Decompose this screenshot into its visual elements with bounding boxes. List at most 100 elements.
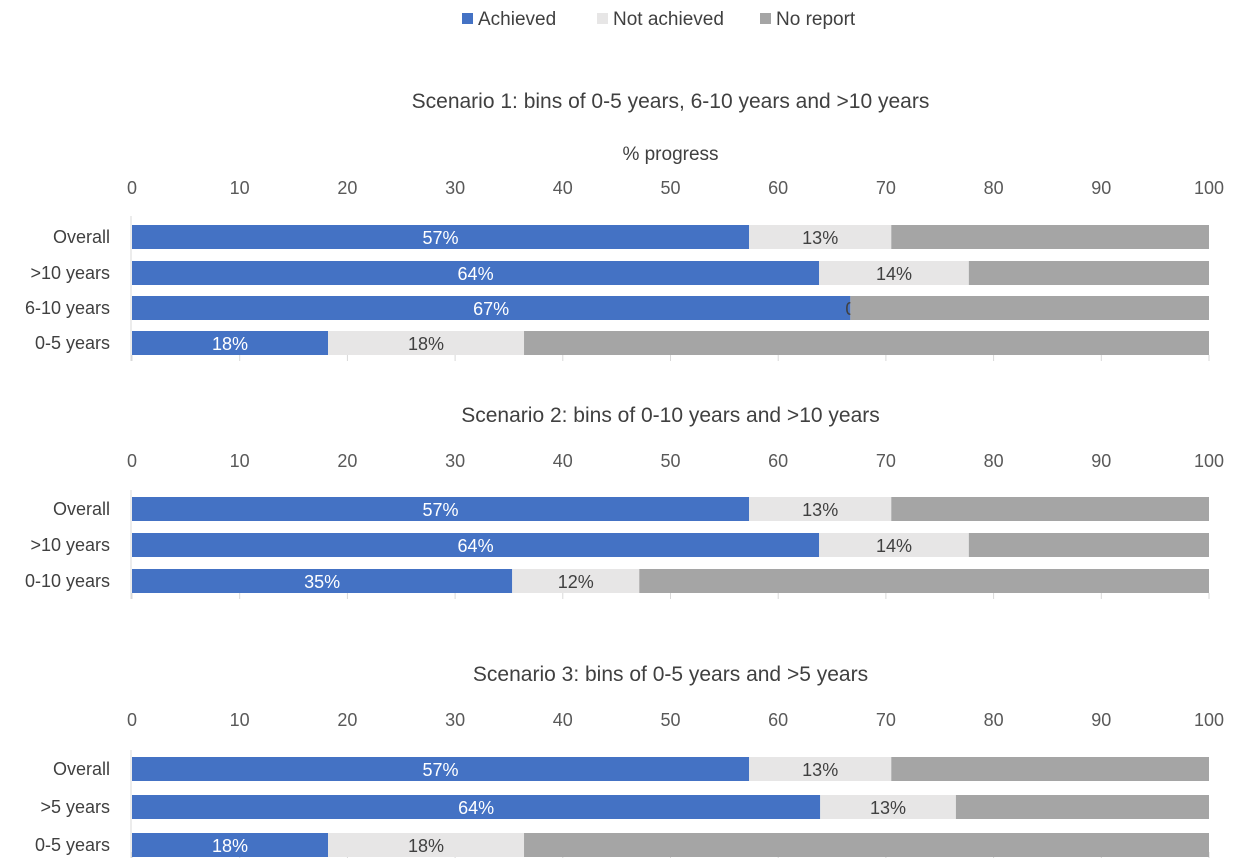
legend-label: Not achieved: [613, 9, 724, 30]
category-label: >5 years: [40, 797, 110, 817]
bar-segment-not-achieved: [749, 497, 892, 521]
bars: Overall 57% 13% >10 years 64% 14% 0-10 years 35…: [25, 497, 1209, 593]
bar-segment-not-achieved: [749, 225, 892, 249]
data-label: 13%: [870, 798, 906, 818]
category-label: 0-5 years: [35, 333, 110, 353]
legend-label: Achieved: [478, 9, 556, 30]
bar-segment-achieved: [132, 331, 329, 355]
bar-segment-achieved: [132, 225, 750, 249]
data-label: 64%: [458, 264, 494, 284]
x-tick-label: 100: [1194, 451, 1224, 471]
x-tick-label: 80: [984, 451, 1004, 471]
x-tick-label: 50: [660, 451, 680, 471]
chart-title: Scenario 1: bins of 0-5 years, 6-10 year…: [412, 90, 930, 113]
data-label: 13%: [802, 760, 838, 780]
x-tick-label: 80: [984, 710, 1004, 730]
legend-swatch: [462, 13, 473, 24]
bar-segment-achieved: [132, 757, 750, 781]
category-label: Overall: [53, 759, 110, 779]
legend-item-achieved: Achieved: [462, 9, 556, 30]
x-tick-label: 30: [445, 451, 465, 471]
chart-title: Scenario 3: bins of 0-5 years and >5 yea…: [473, 663, 868, 686]
x-tick-label: 40: [553, 451, 573, 471]
x-tick-label: 50: [660, 710, 680, 730]
x-tick-label: 70: [876, 451, 896, 471]
x-tick-label: 50: [660, 178, 680, 198]
x-axis-ticks: 0 10 20 30 40 50 60 70 80 90 100: [127, 178, 1224, 361]
data-label: 13%: [802, 228, 838, 248]
bar-row: Overall 57% 13%: [53, 225, 1209, 249]
data-label: 18%: [212, 836, 248, 856]
bar-segment-no-report: [968, 261, 1209, 285]
bar-row: Overall 57% 13%: [53, 757, 1209, 781]
x-tick-label: 40: [553, 710, 573, 730]
bar-segment-not-achieved: [820, 795, 956, 819]
bar-segment-achieved: [132, 261, 820, 285]
bar-row: >10 years 64% 14%: [30, 261, 1209, 285]
bars: Overall 57% 13% >10 years 64% 14% 6-10 years 67…: [25, 225, 1209, 355]
x-tick-label: 100: [1194, 710, 1224, 730]
legend-swatch: [597, 13, 608, 24]
data-label: 18%: [408, 334, 444, 354]
bar-segment-not-achieved: [819, 261, 969, 285]
x-tick-label: 10: [230, 710, 250, 730]
x-tick-label: 80: [984, 178, 1004, 198]
bar-segment-no-report: [639, 569, 1209, 593]
data-label: 18%: [408, 836, 444, 856]
bar-segment-achieved: [132, 795, 821, 819]
bar-segment-achieved: [132, 833, 329, 857]
x-tick-label: 70: [876, 178, 896, 198]
category-label: >10 years: [30, 263, 110, 283]
x-tick-label: 30: [445, 178, 465, 198]
x-tick-label: 70: [876, 710, 896, 730]
bars: Overall 57% 13% >5 years 64% 13% 0-5 years 18% 1…: [35, 757, 1209, 857]
x-tick-label: 60: [768, 178, 788, 198]
category-label: 0-5 years: [35, 835, 110, 855]
data-label: 13%: [802, 500, 838, 520]
legend-item-no-report: No report: [760, 9, 856, 30]
bar-segment-no-report: [891, 757, 1209, 781]
bar-segment-achieved: [132, 497, 750, 521]
legend-label: No report: [776, 9, 856, 30]
bar-segment-no-report: [524, 331, 1209, 355]
category-label: 0-10 years: [25, 571, 110, 591]
bar-segment-achieved: [132, 296, 851, 320]
x-tick-label: 0: [127, 710, 137, 730]
legend-item-not-achieved: Not achieved: [597, 9, 724, 30]
category-label: 6-10 years: [25, 298, 110, 318]
bar-segment-not-achieved: [328, 331, 525, 355]
chart-panel-2: Scenario 2: bins of 0-10 years and >10 y…: [25, 404, 1224, 599]
x-tick-label: 20: [337, 451, 357, 471]
bar-segment-no-report: [850, 296, 1209, 320]
data-label: 14%: [876, 536, 912, 556]
bar-row: 0-10 years 35% 12%: [25, 569, 1209, 593]
bar-segment-no-report: [968, 533, 1209, 557]
bar-segment-no-report: [955, 795, 1209, 819]
chart-title: Scenario 2: bins of 0-10 years and >10 y…: [461, 404, 880, 427]
x-tick-label: 90: [1091, 178, 1111, 198]
x-tick-label: 20: [337, 178, 357, 198]
category-label: Overall: [53, 227, 110, 247]
x-tick-label: 90: [1091, 710, 1111, 730]
chart-panel-1: Scenario 1: bins of 0-5 years, 6-10 year…: [25, 90, 1224, 361]
chart-panel-3: Scenario 3: bins of 0-5 years and >5 yea…: [35, 663, 1224, 858]
bar-segment-not-achieved: [749, 757, 892, 781]
x-tick-label: 60: [768, 710, 788, 730]
data-label: 14%: [876, 264, 912, 284]
data-label: 12%: [558, 572, 594, 592]
bar-segment-no-report: [524, 833, 1209, 857]
bar-segment-not-achieved: [328, 833, 525, 857]
bar-segment-no-report: [891, 225, 1209, 249]
data-label: 57%: [423, 500, 459, 520]
x-tick-label: 10: [230, 178, 250, 198]
bar-row: >5 years 64% 13%: [40, 795, 1209, 819]
bar-segment-no-report: [891, 497, 1209, 521]
data-label: 64%: [458, 536, 494, 556]
x-axis-ticks: 0 10 20 30 40 50 60 70 80 90 100: [127, 451, 1224, 599]
x-tick-label: 20: [337, 710, 357, 730]
legend-swatch: [760, 13, 771, 24]
bar-segment-not-achieved: [819, 533, 969, 557]
x-tick-label: 60: [768, 451, 788, 471]
data-label: 57%: [423, 228, 459, 248]
